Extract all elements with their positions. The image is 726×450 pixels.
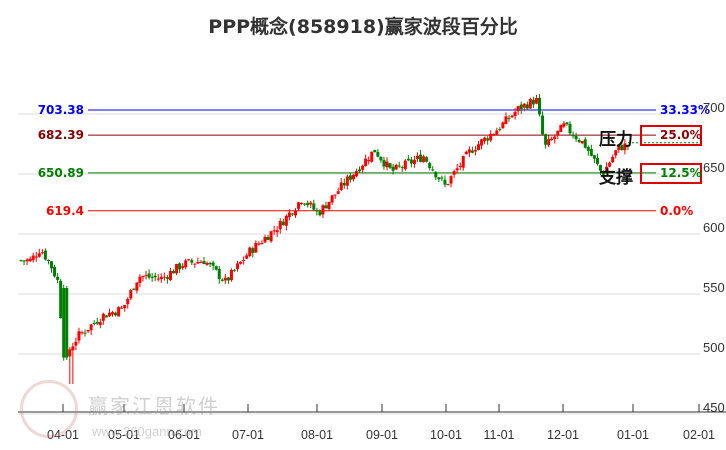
y-tick-550: 550 <box>703 280 725 295</box>
chart-title: PPP概念(858918)赢家波段百分比 <box>208 16 518 38</box>
level-label-650: 650.89 <box>37 166 84 180</box>
level-percent-25: 25.0% <box>660 128 702 142</box>
level-label-703: 703.38 <box>37 103 84 117</box>
support-box <box>640 163 702 184</box>
x-tick-09-01: 09-01 <box>366 428 398 442</box>
y-tick-700: 700 <box>703 100 725 115</box>
x-tick-12-01: 12-01 <box>547 428 579 442</box>
x-tick-11-01: 11-01 <box>483 428 515 442</box>
x-tick-07-01: 07-01 <box>232 428 264 442</box>
watermark-url: www.360gann.com <box>92 424 202 439</box>
resistance-box <box>640 125 702 146</box>
x-tick-05-01: 05-01 <box>108 428 140 442</box>
support-annotation: 支撑 <box>599 168 633 188</box>
watermark-logo-icon <box>20 380 78 438</box>
level-percent-0: 0.0% <box>660 204 694 218</box>
resistance-annotation: 压力 <box>599 130 633 150</box>
x-tick-06-01: 06-01 <box>168 428 200 442</box>
x-tick-10-01: 10-01 <box>430 428 462 442</box>
level-percent-33: 33.33% <box>660 103 710 117</box>
y-tick-650: 650 <box>703 160 725 175</box>
x-tick-08-01: 08-01 <box>301 428 333 442</box>
level-label-682: 682.39 <box>37 128 84 142</box>
y-tick-500: 500 <box>703 340 725 355</box>
y-tick-450: 450 <box>703 400 725 415</box>
x-tick-01-01: 01-01 <box>617 428 649 442</box>
x-tick-02-01: 02-01 <box>683 428 715 442</box>
level-label-619: 619.4 <box>46 204 84 218</box>
y-tick-600: 600 <box>703 220 725 235</box>
level-percent-12: 12.5% <box>660 166 702 180</box>
watermark-text: 赢家江恩软件 <box>88 394 220 418</box>
